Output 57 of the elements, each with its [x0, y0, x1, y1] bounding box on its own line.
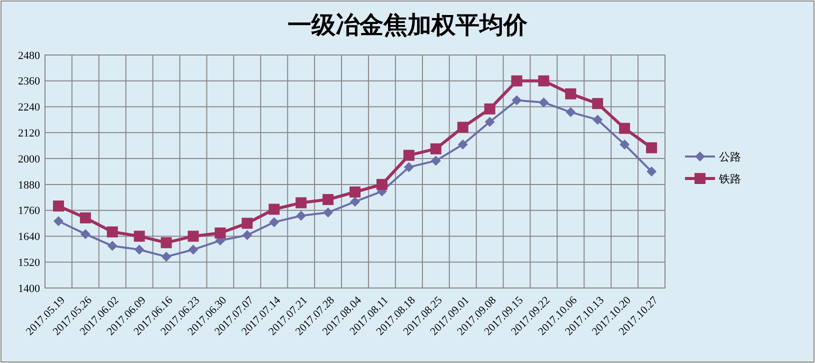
point: [620, 140, 630, 150]
y-tick-label: 2480: [18, 50, 40, 62]
point: [52, 200, 64, 212]
point: [323, 207, 334, 218]
point: [161, 252, 172, 262]
y-tick-label: 1400: [18, 282, 40, 295]
point: [350, 196, 360, 207]
point: [565, 88, 576, 100]
y-tick-label: 1640: [18, 231, 40, 244]
point: [458, 140, 468, 150]
point: [646, 166, 657, 176]
point: [592, 114, 603, 125]
point: [134, 244, 144, 255]
point: [619, 122, 630, 134]
point: [511, 75, 522, 86]
point: [538, 75, 550, 86]
point: [296, 197, 307, 208]
point: [566, 107, 576, 118]
point: [160, 237, 172, 248]
point: [484, 116, 495, 127]
chart-title: 一级冶金焦加权平均价: [288, 10, 528, 39]
y-tick-label: 1760: [18, 205, 40, 218]
point: [404, 162, 414, 172]
point: [106, 226, 118, 238]
point: [592, 98, 604, 110]
point: [457, 122, 468, 133]
point: [376, 178, 388, 190]
point: [188, 230, 199, 242]
y-tick-label: 1520: [18, 256, 40, 269]
point: [403, 150, 414, 161]
point: [214, 227, 226, 238]
point: [646, 142, 658, 154]
point: [430, 156, 441, 166]
point: [538, 97, 549, 108]
point: [268, 204, 280, 215]
point: [242, 230, 252, 240]
point: [350, 186, 360, 198]
y-tick-label: 1880: [18, 179, 40, 192]
point: [322, 194, 334, 206]
point: [512, 95, 522, 106]
legend-label: 公路: [719, 150, 741, 164]
point: [430, 143, 442, 154]
y-tick-label: 2000: [18, 153, 40, 166]
point: [80, 212, 91, 224]
y-tick-label: 2360: [18, 76, 40, 88]
point: [53, 216, 64, 226]
point: [484, 103, 496, 114]
y-tick-label: 2120: [18, 128, 40, 140]
point: [296, 210, 306, 221]
point: [80, 229, 90, 240]
point: [107, 240, 118, 251]
legend-label: 铁路: [718, 172, 741, 186]
point: [242, 218, 253, 229]
point: [269, 217, 280, 228]
y-tick-label: 2240: [18, 102, 40, 114]
point: [188, 244, 198, 255]
point: [134, 230, 145, 242]
